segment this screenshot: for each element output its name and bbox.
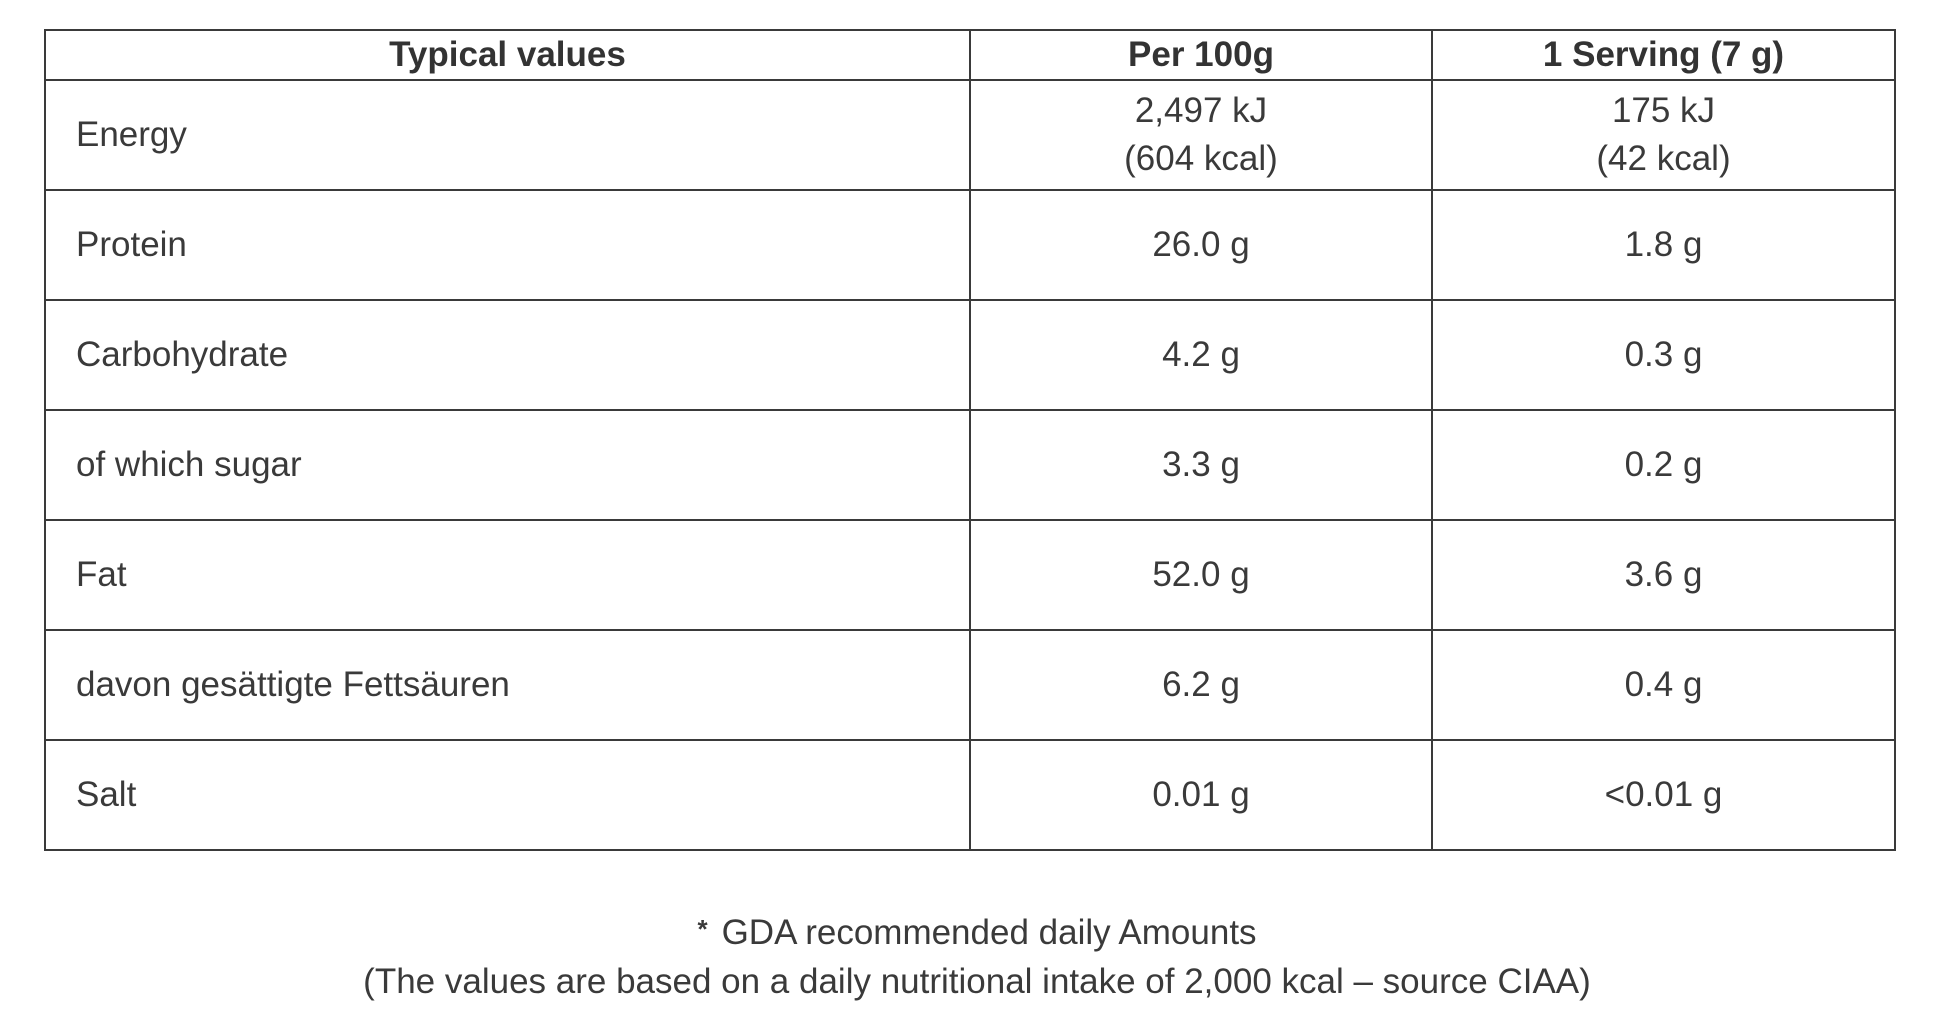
header-row: Typical values Per 100g 1 Serving (7 g): [44, 29, 1896, 81]
footnote-line-1: * GDA recommended daily Amounts: [0, 905, 1954, 957]
serving-value: 3.6 g: [1431, 519, 1896, 631]
row-label: Salt: [44, 739, 971, 851]
serving-cell: 175 kJ (42 kcal): [1431, 79, 1896, 191]
per100-value: 3.3 g: [969, 409, 1433, 521]
per100-value: 4.2 g: [969, 299, 1433, 411]
serving-value: 1.8 g: [1431, 189, 1896, 301]
table-row-protein: Protein 26.0 g 1.8 g: [44, 189, 1896, 301]
per100-value: 52.0 g: [969, 519, 1433, 631]
per100-value-kj: 2,497 kJ: [1134, 91, 1268, 130]
per100-value: 0.01 g: [969, 739, 1433, 851]
header-per-serving: 1 Serving (7 g): [1431, 29, 1896, 81]
serving-value: <0.01 g: [1431, 739, 1896, 851]
footnote-marker: *: [697, 914, 708, 944]
row-label: of which sugar: [44, 409, 971, 521]
per100-value: 6.2 g: [969, 629, 1433, 741]
row-label: Carbohydrate: [44, 299, 971, 411]
row-label: Energy: [44, 79, 971, 191]
footnote: * GDA recommended daily Amounts (The valu…: [0, 905, 1954, 1006]
nutrition-table: Typical values Per 100g 1 Serving (7 g) …: [44, 29, 1896, 851]
header-typical-values: Typical values: [44, 29, 971, 81]
serving-value-kcal: (42 kcal): [1596, 139, 1731, 178]
table-row-carbohydrate: Carbohydrate 4.2 g 0.3 g: [44, 299, 1896, 411]
footnote-gda-text: GDA recommended daily Amounts: [721, 913, 1257, 952]
serving-value-kj: 175 kJ: [1611, 91, 1716, 130]
table-row-salt: Salt 0.01 g <0.01 g: [44, 739, 1896, 851]
table-row-saturated-fat: davon gesättigte Fettsäuren 6.2 g 0.4 g: [44, 629, 1896, 741]
table-header: Typical values Per 100g 1 Serving (7 g): [44, 29, 1896, 81]
per100-value: 26.0 g: [969, 189, 1433, 301]
row-label: davon gesättigte Fettsäuren: [44, 629, 971, 741]
table-row-fat: Fat 52.0 g 3.6 g: [44, 519, 1896, 631]
per100-value-kcal: (604 kcal): [1124, 139, 1278, 178]
table-row-energy: Energy 2,497 kJ (604 kcal) 175 kJ (42 kc…: [44, 79, 1896, 191]
footnote-line-2: (The values are based on a daily nutriti…: [363, 962, 1591, 1001]
table-row-sugar: of which sugar 3.3 g 0.2 g: [44, 409, 1896, 521]
serving-value: 0.4 g: [1431, 629, 1896, 741]
serving-value: 0.2 g: [1431, 409, 1896, 521]
table-body: Energy 2,497 kJ (604 kcal) 175 kJ (42 kc…: [44, 79, 1896, 851]
serving-value: 0.3 g: [1431, 299, 1896, 411]
row-label: Protein: [44, 189, 971, 301]
row-label: Fat: [44, 519, 971, 631]
per100-cell: 2,497 kJ (604 kcal): [969, 79, 1433, 191]
header-per-100g: Per 100g: [969, 29, 1433, 81]
